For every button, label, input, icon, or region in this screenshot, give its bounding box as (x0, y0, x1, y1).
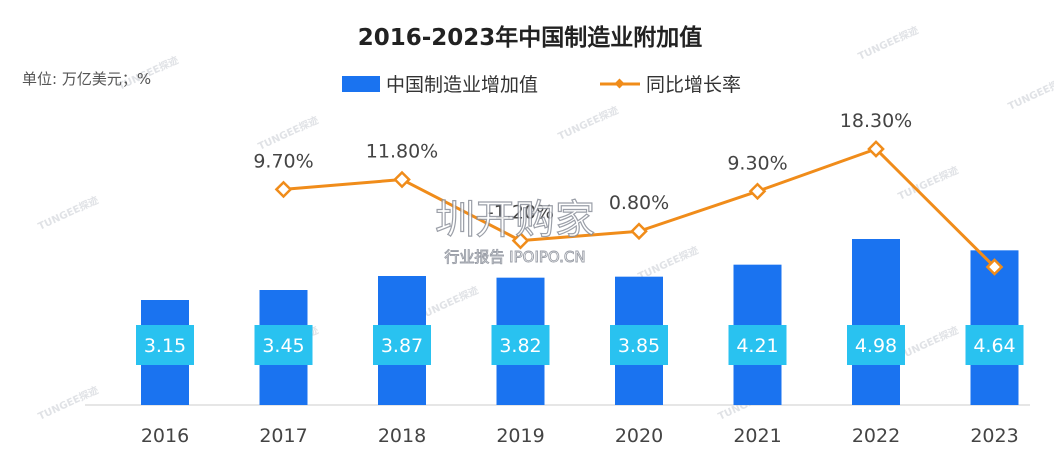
bar-value-box (728, 325, 787, 365)
bar-value-box (965, 325, 1024, 365)
x-tick-label: 2023 (970, 425, 1018, 447)
bar-value-label: 3.85 (618, 335, 660, 357)
x-tick-label: 2022 (852, 425, 900, 447)
bar-value-box (847, 325, 905, 365)
legend-line-label: 同比增长率 (646, 74, 741, 96)
growth-label: -1.20% (487, 202, 554, 224)
bar-2022 (852, 239, 900, 405)
x-tick-label: 2017 (259, 425, 307, 447)
line-series: 9.70% 11.80% -1.20% 0.80% 9.30% 18.30% (253, 110, 1004, 276)
growth-label: 11.80% (366, 141, 438, 163)
legend: 中国制造业增加值 同比增长率 (342, 74, 741, 96)
growth-point (630, 222, 648, 241)
bar-value-box (254, 325, 313, 365)
bar-value-box (491, 325, 550, 365)
center-watermark: 圳开购家 行业报告 IPOIPO.CN (434, 196, 595, 266)
bar-value-label: 4.64 (973, 335, 1015, 357)
x-tick-label: 2018 (378, 425, 426, 447)
x-axis-ticks: 2016 2017 2018 2019 2020 2021 2022 2023 (141, 425, 1019, 447)
growth-label: 9.70% (253, 150, 313, 172)
growth-label: 9.30% (727, 152, 787, 174)
growth-point (274, 180, 293, 199)
bar-value-box (610, 325, 668, 365)
legend-bar-label: 中国制造业增加值 (386, 74, 538, 96)
growth-point (985, 258, 1004, 276)
bar-value-label: 3.15 (144, 335, 186, 357)
x-tick-label: 2021 (733, 425, 781, 447)
brand-watermark: TUNGEE探迹 (1006, 73, 1054, 112)
watermark-sub: 行业报告 IPOIPO.CN (444, 248, 585, 266)
unit-label: 单位: 万亿美元；% (22, 70, 151, 88)
growth-label: 18.30% (840, 110, 912, 132)
growth-point (867, 140, 885, 158)
brand-watermark: TUNGEE探迹 (896, 163, 961, 202)
bar-value-label: 3.45 (262, 335, 304, 357)
x-tick-label: 2016 (141, 425, 189, 447)
bar-value-label: 3.87 (381, 335, 423, 357)
brand-watermark: TUNGEE探迹 (856, 23, 921, 62)
bar-value-box (373, 325, 431, 365)
chart-title: 2016-2023年中国制造业附加值 (358, 24, 703, 51)
legend-bar-swatch (342, 76, 380, 92)
growth-point (748, 182, 767, 201)
bar-value-label: 4.21 (736, 335, 778, 357)
x-tick-label: 2019 (496, 425, 544, 447)
growth-label: 0.80% (609, 192, 669, 214)
legend-line-marker (614, 78, 625, 89)
brand-watermark: TUNGEE探迹 (556, 103, 621, 142)
brand-watermark: TUNGEE探迹 (36, 383, 101, 422)
watermark-main: 圳开购家 (435, 197, 595, 243)
bar-value-label: 3.82 (499, 335, 541, 357)
bar-value-box (136, 325, 194, 365)
growth-point (393, 170, 411, 189)
x-tick-label: 2020 (615, 425, 663, 447)
growth-point (511, 231, 530, 250)
brand-watermark: TUNGEE探迹 (36, 193, 101, 232)
brand-watermark: TUNGEE探迹 (256, 113, 321, 152)
brand-watermark: TUNGEE探迹 (896, 323, 961, 362)
bar-value-label: 4.98 (855, 335, 897, 357)
bar-series: 3.15 3.45 3.87 3.82 3.85 4.21 4.98 4.64 (136, 239, 1024, 405)
